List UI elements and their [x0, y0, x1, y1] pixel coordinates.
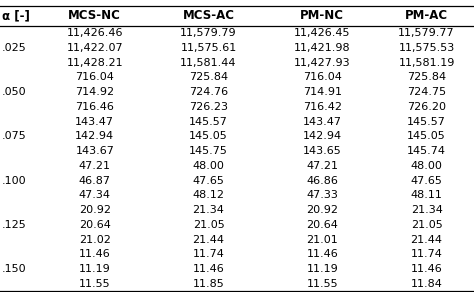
- Text: 11.55: 11.55: [79, 279, 110, 289]
- Text: 11,579.79: 11,579.79: [180, 28, 237, 38]
- Text: 21.44: 21.44: [410, 234, 443, 244]
- Text: 11.55: 11.55: [307, 279, 338, 289]
- Text: 143.65: 143.65: [303, 146, 342, 156]
- Text: 11.46: 11.46: [307, 249, 338, 259]
- Text: 726.20: 726.20: [407, 102, 446, 112]
- Text: 21.34: 21.34: [192, 205, 225, 215]
- Text: 47.65: 47.65: [192, 175, 225, 185]
- Text: 714.92: 714.92: [75, 87, 114, 97]
- Text: 21.05: 21.05: [411, 220, 442, 230]
- Text: 143.47: 143.47: [303, 117, 342, 126]
- Text: .025: .025: [1, 43, 26, 53]
- Text: 724.75: 724.75: [407, 87, 446, 97]
- Text: MCS-NC: MCS-NC: [68, 9, 121, 22]
- Text: .075: .075: [1, 131, 26, 141]
- Text: 11,579.77: 11,579.77: [398, 28, 455, 38]
- Text: 725.84: 725.84: [407, 72, 446, 82]
- Text: 47.21: 47.21: [79, 161, 111, 171]
- Text: 48.00: 48.00: [192, 161, 225, 171]
- Text: 11,426.45: 11,426.45: [294, 28, 351, 38]
- Text: 11.74: 11.74: [192, 249, 225, 259]
- Text: 725.84: 725.84: [189, 72, 228, 82]
- Text: 21.01: 21.01: [307, 234, 338, 244]
- Text: 11,421.98: 11,421.98: [294, 43, 351, 53]
- Text: 145.74: 145.74: [407, 146, 446, 156]
- Text: 716.42: 716.42: [303, 102, 342, 112]
- Text: 726.23: 726.23: [189, 102, 228, 112]
- Text: .125: .125: [1, 220, 26, 230]
- Text: 48.12: 48.12: [192, 190, 225, 200]
- Text: 21.05: 21.05: [193, 220, 224, 230]
- Text: .150: .150: [1, 264, 26, 274]
- Text: 11,581.19: 11,581.19: [399, 58, 455, 67]
- Text: 47.33: 47.33: [306, 190, 338, 200]
- Text: 11.46: 11.46: [193, 264, 224, 274]
- Text: 21.02: 21.02: [79, 234, 111, 244]
- Text: 46.87: 46.87: [79, 175, 111, 185]
- Text: 47.21: 47.21: [306, 161, 338, 171]
- Text: 11.46: 11.46: [411, 264, 442, 274]
- Text: 11,427.93: 11,427.93: [294, 58, 351, 67]
- Text: 20.64: 20.64: [79, 220, 111, 230]
- Text: PM-AC: PM-AC: [405, 9, 448, 22]
- Text: 11,575.61: 11,575.61: [181, 43, 237, 53]
- Text: 11.74: 11.74: [410, 249, 443, 259]
- Text: 145.57: 145.57: [407, 117, 446, 126]
- Text: 21.44: 21.44: [192, 234, 225, 244]
- Text: 11,581.44: 11,581.44: [180, 58, 237, 67]
- Text: 145.57: 145.57: [189, 117, 228, 126]
- Text: 142.94: 142.94: [75, 131, 114, 141]
- Text: 46.86: 46.86: [306, 175, 338, 185]
- Text: α [-]: α [-]: [2, 9, 30, 22]
- Text: 11.84: 11.84: [410, 279, 443, 289]
- Text: 11.46: 11.46: [79, 249, 110, 259]
- Text: 47.34: 47.34: [79, 190, 111, 200]
- Text: 11,575.53: 11,575.53: [399, 43, 455, 53]
- Text: 714.91: 714.91: [303, 87, 342, 97]
- Text: 20.64: 20.64: [306, 220, 338, 230]
- Text: 48.11: 48.11: [410, 190, 443, 200]
- Text: 143.67: 143.67: [75, 146, 114, 156]
- Text: 142.94: 142.94: [303, 131, 342, 141]
- Text: 11,426.46: 11,426.46: [66, 28, 123, 38]
- Text: 145.75: 145.75: [189, 146, 228, 156]
- Text: PM-NC: PM-NC: [301, 9, 344, 22]
- Text: .100: .100: [1, 175, 26, 185]
- Text: 11,422.07: 11,422.07: [66, 43, 123, 53]
- Text: 724.76: 724.76: [189, 87, 228, 97]
- Text: MCS-AC: MCS-AC: [182, 9, 235, 22]
- Text: 47.65: 47.65: [410, 175, 443, 185]
- Text: 11.19: 11.19: [307, 264, 338, 274]
- Text: .050: .050: [1, 87, 26, 97]
- Text: 11,428.21: 11,428.21: [66, 58, 123, 67]
- Text: 21.34: 21.34: [410, 205, 443, 215]
- Text: 716.46: 716.46: [75, 102, 114, 112]
- Text: 11.19: 11.19: [79, 264, 110, 274]
- Text: 20.92: 20.92: [79, 205, 111, 215]
- Text: 716.04: 716.04: [303, 72, 342, 82]
- Text: 716.04: 716.04: [75, 72, 114, 82]
- Text: 11.85: 11.85: [193, 279, 224, 289]
- Text: 20.92: 20.92: [306, 205, 338, 215]
- Text: 145.05: 145.05: [407, 131, 446, 141]
- Text: 145.05: 145.05: [189, 131, 228, 141]
- Text: 48.00: 48.00: [410, 161, 443, 171]
- Text: 143.47: 143.47: [75, 117, 114, 126]
